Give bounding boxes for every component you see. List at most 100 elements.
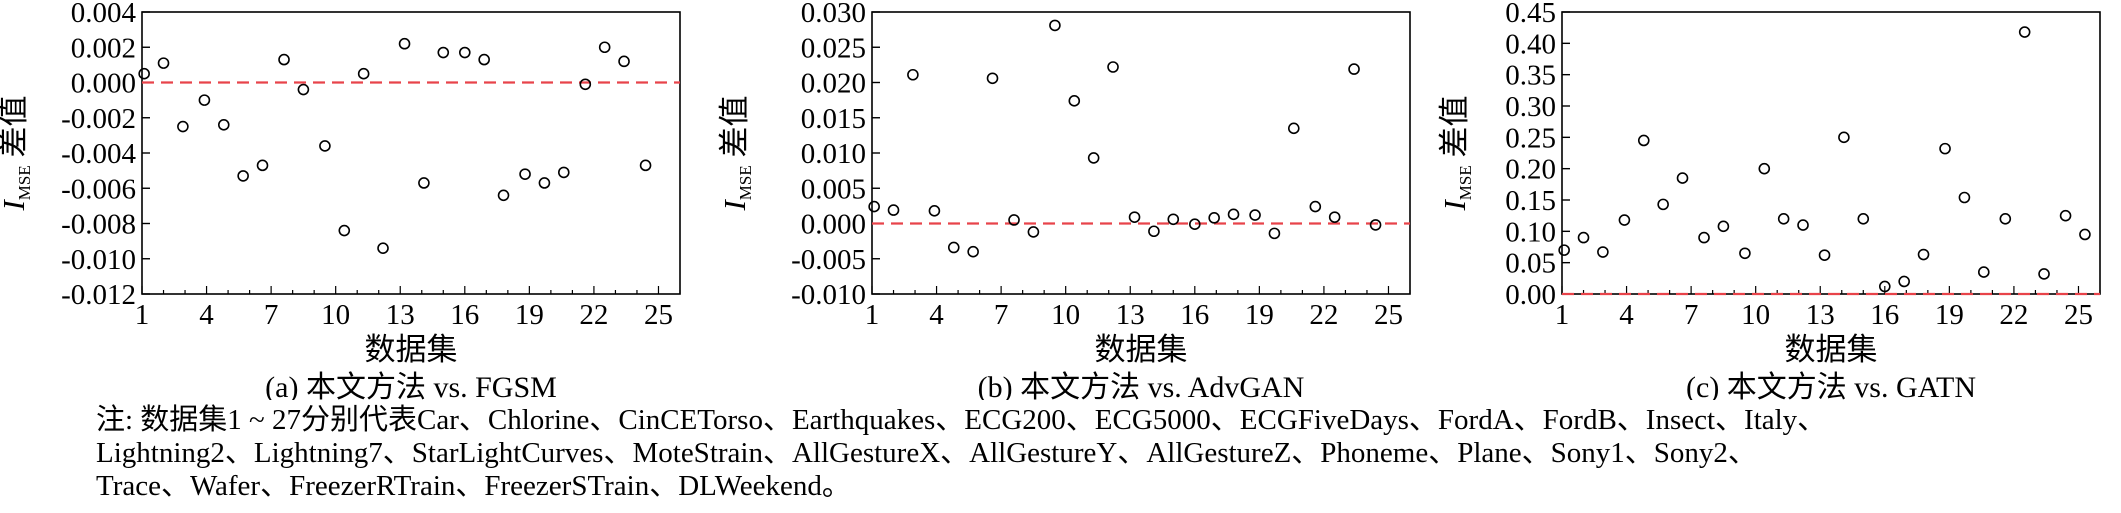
data-point	[1597, 246, 1609, 258]
data-point	[1939, 142, 1951, 155]
x-tick-label: 1	[865, 299, 880, 331]
x-tick-label: 4	[929, 299, 944, 331]
data-point	[947, 241, 960, 254]
data-point	[1227, 208, 1240, 221]
chart-caption: (a) 本文方法 vs. FGSM	[265, 371, 557, 400]
data-point	[157, 57, 170, 69]
data-point	[598, 41, 611, 54]
data-point	[1958, 191, 1971, 204]
data-point	[237, 170, 249, 182]
data-point	[458, 46, 471, 59]
y-tick-label: -0.006	[61, 173, 136, 205]
y-tick-label: 0.10	[1505, 216, 1556, 248]
data-point	[297, 83, 310, 96]
x-axis-label: 数据集	[1095, 332, 1188, 367]
x-tick-label: 13	[1806, 299, 1835, 331]
data-point	[497, 189, 510, 202]
data-point	[1717, 220, 1730, 233]
data-point	[1027, 226, 1040, 238]
x-tick-label: 1	[1555, 299, 1570, 331]
data-point	[1818, 249, 1831, 261]
data-point	[967, 245, 979, 258]
data-point	[1309, 200, 1322, 213]
data-point	[1739, 247, 1751, 260]
chart-caption: (b) 本文方法 vs. AdvGAN	[978, 371, 1305, 400]
x-tick-label: 25	[2064, 299, 2093, 331]
data-point	[1977, 266, 1990, 278]
data-point	[338, 224, 351, 237]
data-point	[138, 67, 150, 80]
data-point	[639, 159, 652, 172]
y-axis-label: IMSE 差值	[0, 95, 34, 211]
data-point	[1879, 280, 1891, 293]
x-tick-label: 25	[644, 299, 673, 331]
data-point	[1049, 19, 1061, 32]
y-tick-label: 0.025	[801, 32, 866, 64]
x-tick-label: 4	[1619, 299, 1634, 331]
data-point	[1777, 213, 1790, 225]
plot-frame	[141, 11, 681, 295]
data-point	[319, 140, 331, 152]
plot-frame	[1561, 11, 2101, 295]
data-point	[1917, 248, 1930, 261]
data-point	[1068, 95, 1081, 107]
data-point	[1128, 211, 1141, 223]
data-point	[1087, 152, 1100, 164]
data-point	[478, 53, 490, 66]
y-tick-label: -0.002	[61, 103, 136, 135]
y-tick-label: 0.20	[1505, 154, 1556, 186]
data-point	[1328, 211, 1341, 223]
data-point	[1558, 244, 1570, 256]
data-point	[557, 166, 570, 179]
data-point	[377, 242, 389, 254]
data-point	[1758, 162, 1771, 175]
data-point	[1348, 63, 1360, 75]
chart-panel-3: 0.000.050.100.150.200.250.300.350.400.45…	[1437, 0, 2101, 400]
y-tick-label: 0.015	[801, 103, 866, 135]
data-point	[1107, 61, 1119, 73]
data-point	[538, 177, 551, 189]
chart-panel-1: -0.012-0.010-0.008-0.006-0.004-0.0020.00…	[0, 0, 681, 400]
data-point	[1698, 231, 1710, 244]
data-point	[1189, 218, 1201, 231]
x-axis-label: 数据集	[365, 332, 458, 367]
data-point	[418, 177, 430, 189]
x-tick-label: 7	[994, 299, 1009, 331]
data-point	[398, 37, 411, 50]
data-point	[618, 55, 630, 68]
data-point	[2018, 26, 2031, 38]
x-tick-label: 7	[264, 299, 279, 331]
y-tick-label: 0.005	[801, 173, 866, 205]
data-point	[217, 119, 230, 131]
data-point	[256, 159, 269, 172]
data-point	[1618, 214, 1631, 226]
data-point	[1857, 213, 1870, 225]
data-point	[437, 46, 450, 59]
data-point	[1287, 122, 1300, 135]
x-tick-label: 10	[321, 299, 350, 331]
data-point	[1369, 219, 1382, 231]
x-tick-label: 16	[450, 299, 479, 331]
x-tick-label: 25	[1374, 299, 1403, 331]
x-tick-label: 10	[1051, 299, 1080, 331]
chart-caption: (c) 本文方法 vs. GATN	[1686, 371, 1976, 400]
data-point	[278, 53, 290, 66]
data-point	[868, 200, 880, 213]
y-tick-label: 0.45	[1505, 0, 1556, 29]
y-tick-label: -0.005	[791, 244, 866, 276]
y-tick-label: 0.00	[1505, 279, 1556, 311]
data-point	[887, 204, 900, 216]
data-point	[2038, 268, 2050, 280]
y-tick-label: 0.020	[801, 68, 866, 100]
x-tick-label: 16	[1180, 299, 1209, 331]
y-tick-label: 0.35	[1505, 60, 1556, 92]
data-point	[1208, 212, 1220, 224]
data-point	[198, 94, 211, 106]
x-tick-label: 16	[1870, 299, 1899, 331]
data-point	[177, 120, 189, 133]
y-tick-label: 0.40	[1505, 28, 1556, 60]
x-tick-label: 1	[135, 299, 150, 331]
data-point	[1676, 172, 1689, 184]
